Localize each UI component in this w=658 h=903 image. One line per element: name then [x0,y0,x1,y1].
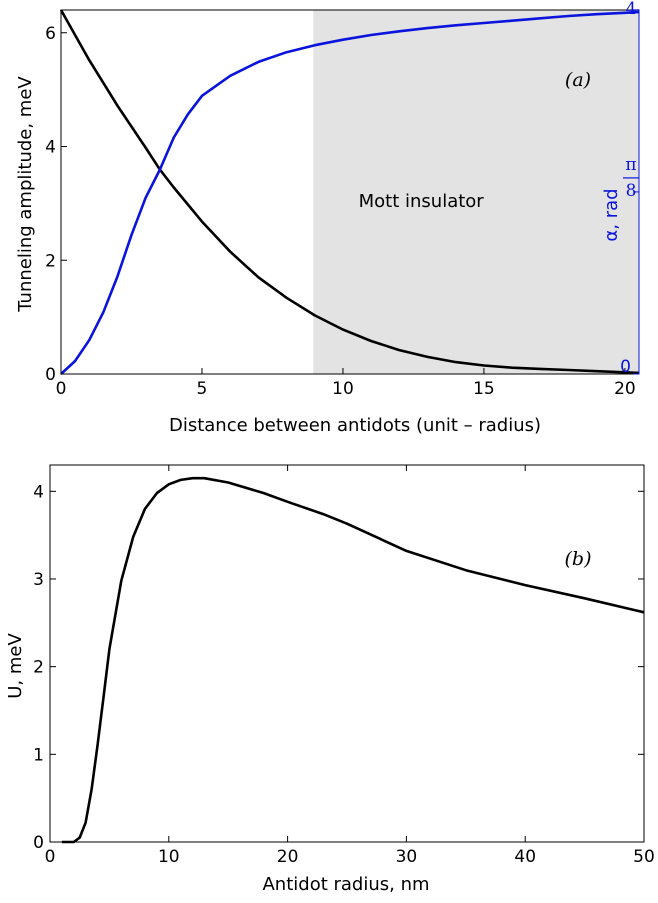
y-tick-label: 4 [45,138,56,158]
y2-tick-denominator: 4 [626,0,637,19]
y-tick-label: 1 [33,745,44,765]
panel-b-y-ticks: 0 1 2 3 4 [33,482,644,853]
x-tick-label: 0 [56,379,67,399]
mott-insulator-region [313,10,639,374]
panel-a-x-axis-title: Distance between antidots (unit – radius… [169,415,541,436]
y2-tick-numerator: π [625,155,636,175]
panel-a-label: (a) [565,69,591,91]
x-tick-label: 30 [396,847,418,867]
y-tick-label: 4 [33,482,44,502]
panel-b-x-axis-title: Antidot radius, nm [262,874,429,895]
u-curve [61,476,645,844]
x-tick-label: 50 [633,847,655,867]
panel-a-y-axis-title: Tunneling amplitude, meV [15,76,36,313]
y2-tick-label: 0 [620,357,631,377]
y-tick-label: 2 [45,251,56,271]
y-tick-label: 3 [33,570,44,590]
panel-b-x-ticks: 0 10 20 30 40 50 [45,465,655,867]
y-tick-label: 0 [45,365,56,385]
panel-b-series [61,476,645,844]
x-tick-label: 0 [45,847,56,867]
y-tick-label: 6 [45,24,56,44]
tunneling-amplitude-curve [59,9,640,375]
panel-b-frame [49,464,645,843]
x-tick-label: 10 [332,379,354,399]
x-tick-label: 20 [277,847,299,867]
x-tick-label: 10 [158,847,180,867]
panel-b-label: (b) [565,548,592,570]
mott-insulator-label: Mott insulator [359,191,485,212]
panel-a-x-ticks: 0 5 10 15 20 [56,368,636,399]
x-tick-label: 5 [197,379,208,399]
panel-a-y2-axis-title: α, rad [601,188,622,241]
panel-a-series [59,9,640,375]
x-tick-label: 15 [473,379,495,399]
y-tick-label: 2 [33,658,44,678]
panel-b: 0 10 20 30 40 50 0 1 2 3 4 Antidot radius, nm U, … [5,464,655,895]
x-tick-label: 20 [614,379,636,399]
y2-tick-denominator: 8 [626,181,637,201]
panel-a-y2-ticks: 0π8π4 [620,0,639,377]
panel-a-y-ticks: 0 2 4 6 [45,24,67,385]
panel-b-y-axis-title: U, meV [5,633,26,699]
alpha-curve [60,10,640,375]
x-tick-label: 40 [514,847,536,867]
y-tick-label: 0 [33,833,44,853]
